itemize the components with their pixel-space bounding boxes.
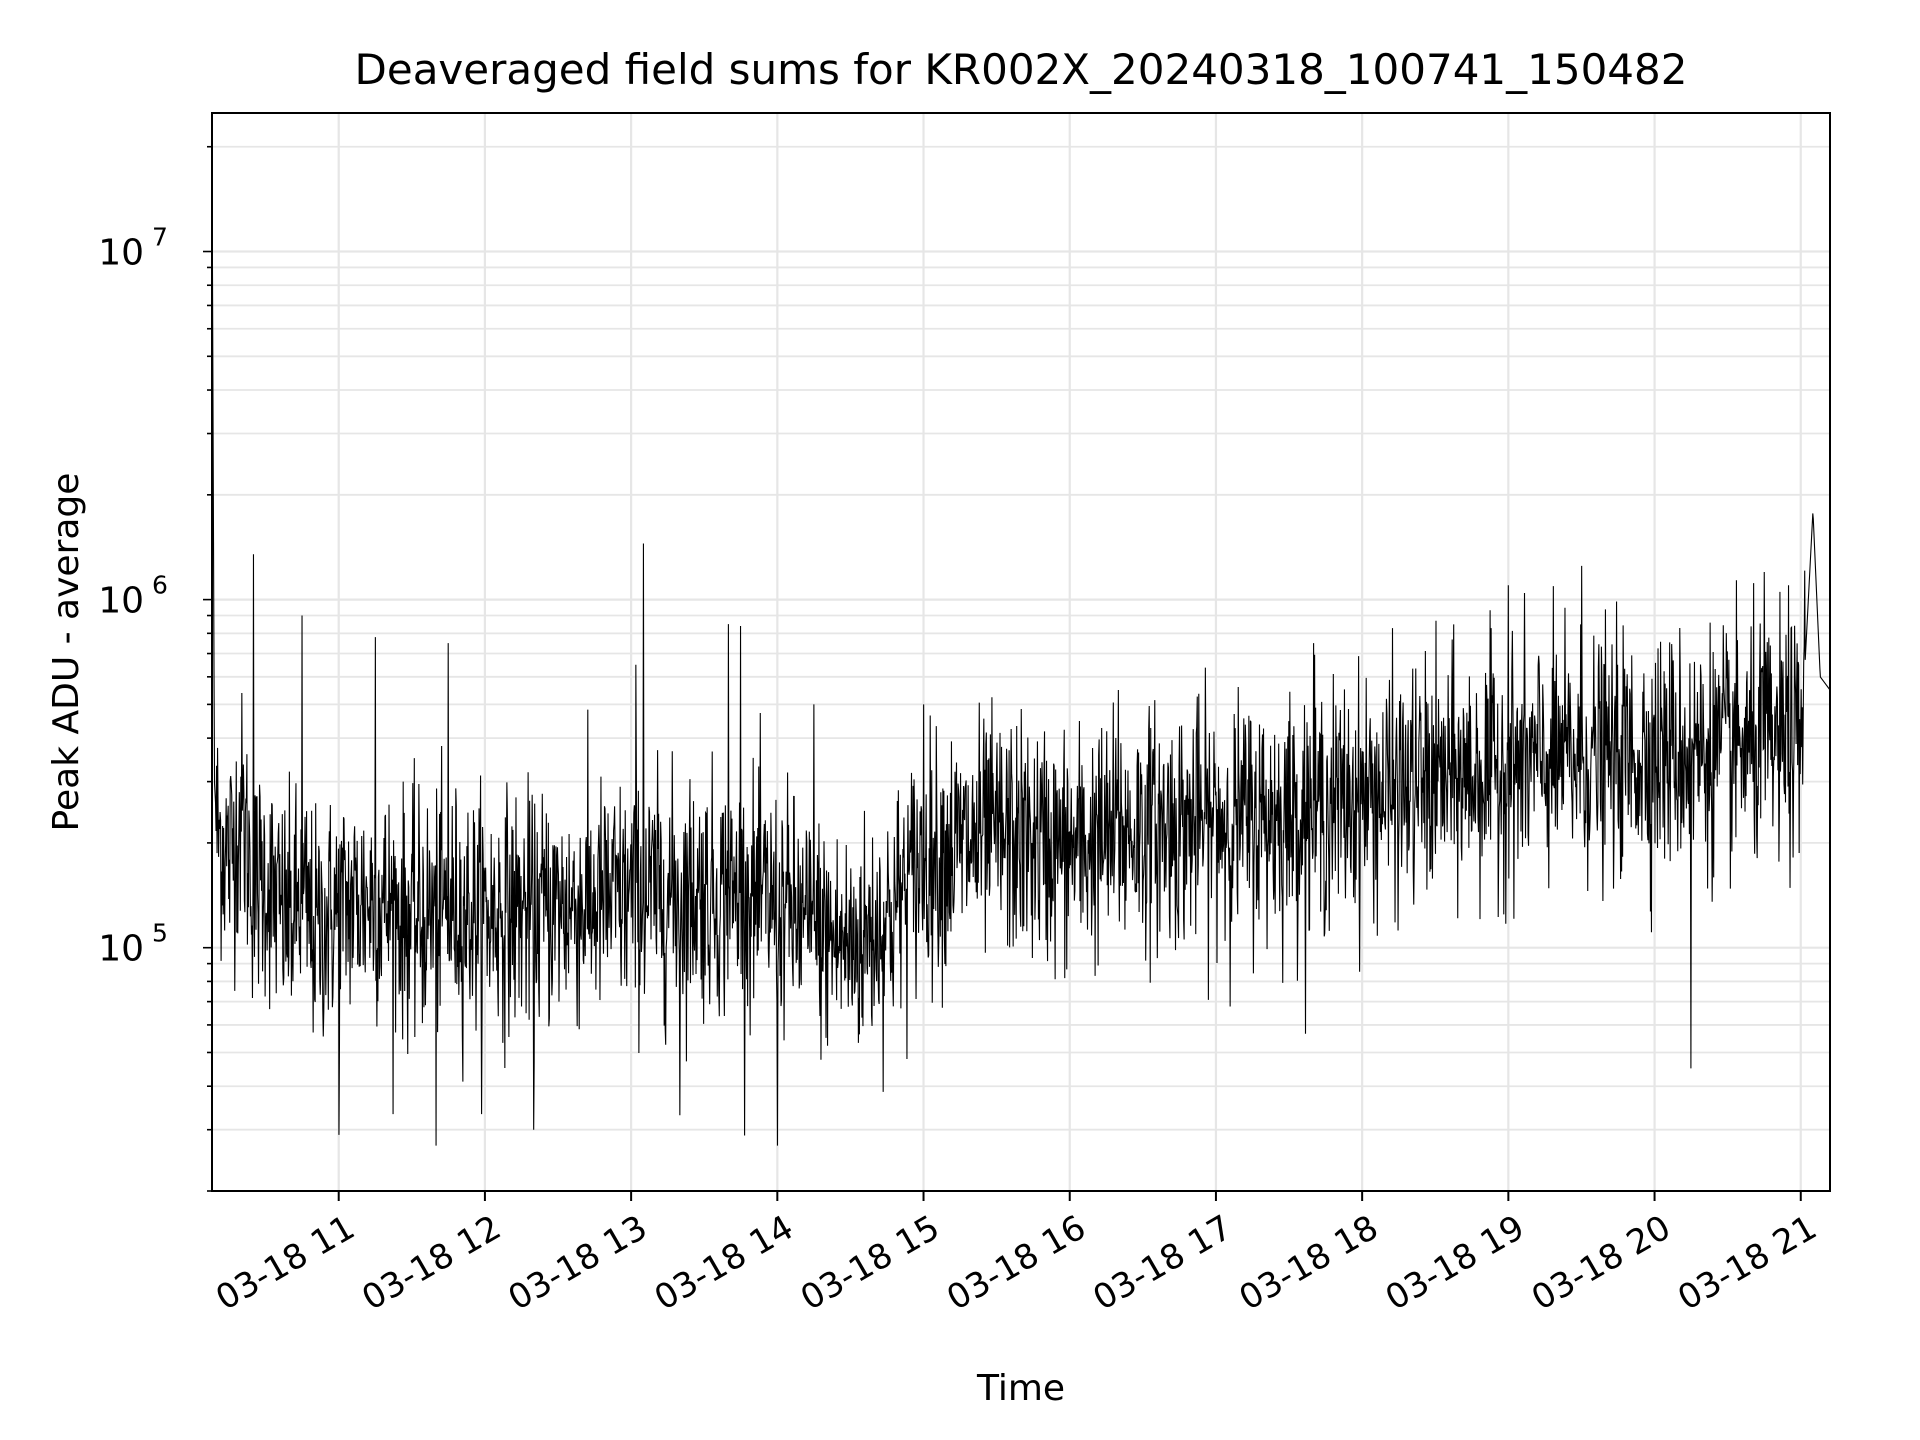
chart-title: Deaveraged field sums for KR002X_2024031… (355, 45, 1688, 94)
y-tick-exponent: 5 (152, 919, 168, 948)
plot-frame (211, 112, 1831, 1192)
data-layer (211, 146, 1831, 1146)
y-tick-label: 10 (98, 581, 144, 622)
y-tick-exponent: 6 (152, 571, 168, 600)
y-axis-label: Peak ADU - average (46, 473, 87, 832)
y-tick-exponent: 7 (152, 223, 168, 252)
series-line (211, 146, 1831, 1146)
y-tick-label: 10 (98, 233, 144, 274)
y-tick-label: 10 (98, 929, 144, 970)
x-axis-label: Time (976, 1368, 1065, 1409)
